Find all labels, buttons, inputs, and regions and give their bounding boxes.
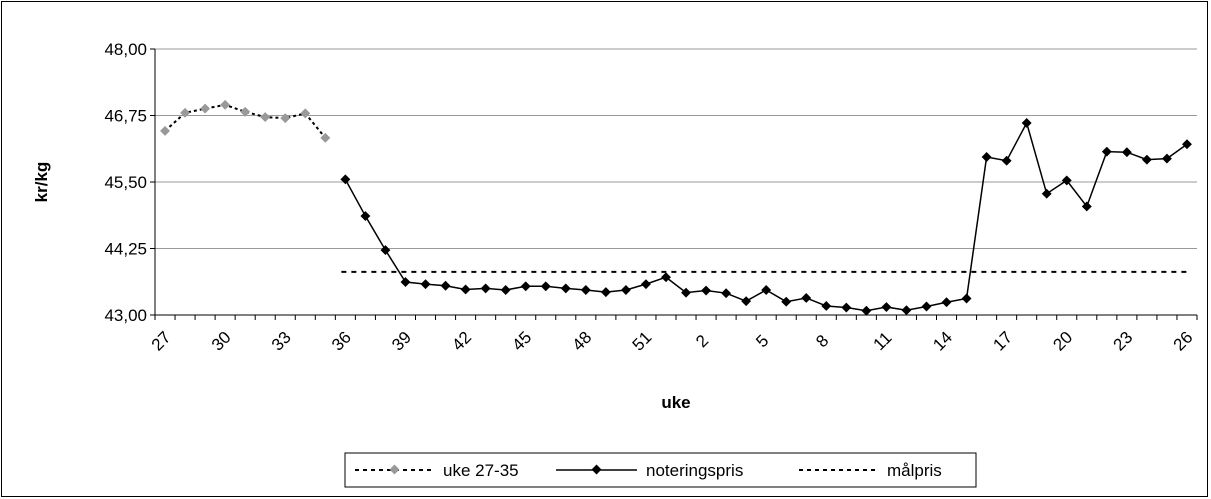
y-tick-label: 48,00: [104, 40, 147, 59]
data-point-noteringspris: [1182, 139, 1192, 150]
x-tick-label: 39: [388, 328, 415, 355]
data-point-uke-27-35: [300, 108, 311, 119]
data-point-noteringspris: [1021, 117, 1032, 128]
legend-marker-noteringspris: [591, 464, 602, 475]
x-tick-label: 11: [870, 328, 896, 354]
data-point-noteringspris: [640, 279, 651, 290]
data-point-uke-27-35: [320, 132, 331, 143]
data-point-uke-27-35: [180, 107, 191, 118]
data-point-noteringspris: [360, 211, 371, 221]
data-point-noteringspris: [981, 152, 992, 162]
data-point-noteringspris: [480, 283, 491, 294]
axes: [154, 49, 1197, 316]
x-tick-label: 8: [812, 331, 832, 351]
data-point-noteringspris: [540, 281, 551, 292]
y-tick-labels: 43,00 44,25 45,50 46,75 48,00: [104, 40, 147, 325]
data-point-noteringspris: [1081, 201, 1092, 212]
data-point-noteringspris: [420, 279, 431, 290]
data-point-uke-27-35: [280, 113, 291, 124]
data-point-noteringspris: [580, 285, 591, 295]
data-point-noteringspris: [1121, 147, 1132, 158]
data-point-noteringspris: [921, 301, 932, 312]
data-point-noteringspris: [1101, 146, 1112, 157]
y-tick-label: 46,75: [104, 107, 147, 126]
x-tick-label: 45: [508, 328, 535, 355]
legend-marker-uke-27-35: [389, 464, 400, 475]
data-point-noteringspris: [701, 285, 712, 296]
x-tick-label: 17: [989, 328, 1016, 355]
x-tick-label: 23: [1110, 328, 1137, 355]
x-tick-label: 48: [569, 328, 596, 355]
data-point-noteringspris: [681, 287, 691, 298]
legend-item-malpris: målpris: [799, 461, 942, 480]
data-point-uke-27-35: [260, 112, 271, 123]
data-point-noteringspris: [600, 287, 611, 298]
y-tick-label: 45,50: [104, 173, 147, 192]
data-point-noteringspris: [400, 277, 411, 287]
x-axis-title: uke: [661, 393, 690, 412]
y-tick-label: 43,00: [104, 306, 147, 325]
data-point-noteringspris: [841, 302, 852, 313]
data-point-noteringspris: [741, 296, 752, 307]
y-axis-title: kr/kg: [32, 162, 51, 203]
x-tick-label: 2: [692, 331, 712, 351]
data-point-noteringspris: [941, 297, 952, 308]
data-point-noteringspris: [460, 284, 471, 295]
data-point-noteringspris: [761, 285, 772, 295]
data-point-uke-27-35: [220, 99, 231, 110]
x-tick-label: 42: [448, 328, 475, 355]
series-line-noteringspris: [344, 120, 1188, 312]
data-point-noteringspris: [1061, 175, 1072, 186]
data-point-noteringspris: [520, 281, 531, 292]
data-point-noteringspris: [1041, 188, 1052, 199]
legend: uke 27-35 noteringspris målpris: [344, 452, 977, 488]
legend-label-malpris: målpris: [887, 461, 942, 480]
legend-box: [344, 452, 977, 488]
data-point-noteringspris: [801, 293, 812, 303]
legend-label-uke-27-35: uke 27-35: [443, 461, 519, 480]
data-point-noteringspris: [340, 174, 351, 185]
data-point-noteringspris: [881, 302, 892, 312]
legend-item-uke-27-35: uke 27-35: [355, 461, 519, 480]
x-tick-label: 33: [268, 328, 295, 355]
data-point-noteringspris: [1001, 155, 1012, 166]
x-tick-label: 30: [208, 328, 235, 355]
data-point-noteringspris: [961, 293, 972, 304]
data-point-noteringspris: [661, 272, 671, 283]
data-point-noteringspris: [901, 305, 912, 316]
legend-label-noteringspris: noteringspris: [646, 461, 743, 480]
data-point-uke-27-35: [200, 103, 211, 114]
gridlines: [150, 48, 1198, 320]
legend-item-noteringspris: noteringspris: [556, 461, 743, 480]
data-point-noteringspris: [721, 288, 732, 299]
x-tick-label: 27: [148, 328, 175, 355]
x-tick-label: 26: [1170, 328, 1197, 355]
y-tick-label: 44,25: [104, 240, 147, 259]
data-point-uke-27-35: [240, 106, 251, 117]
data-point-noteringspris: [560, 283, 571, 294]
data-point-noteringspris: [500, 285, 511, 295]
data-point-noteringspris: [440, 280, 451, 291]
x-tick-label: 20: [1049, 328, 1076, 355]
x-tick-label: 51: [629, 328, 656, 355]
data-point-noteringspris: [1161, 153, 1172, 164]
data-point-noteringspris: [861, 305, 872, 316]
x-tick-labels: 27 30 33 36 39 42 45 48 51 2 5 8 11 14 17 20 23 26: [148, 328, 1197, 355]
x-tick-label: 5: [752, 331, 772, 351]
data-point-noteringspris: [781, 296, 792, 307]
data-point-noteringspris: [1141, 154, 1152, 165]
data-point-uke-27-35: [160, 125, 170, 136]
x-tick-label: 14: [929, 328, 956, 355]
data-point-noteringspris: [380, 245, 391, 256]
x-tick-label: 36: [328, 328, 355, 355]
data-point-noteringspris: [620, 285, 631, 295]
data-point-noteringspris: [821, 301, 832, 311]
series-group: [160, 99, 1192, 316]
